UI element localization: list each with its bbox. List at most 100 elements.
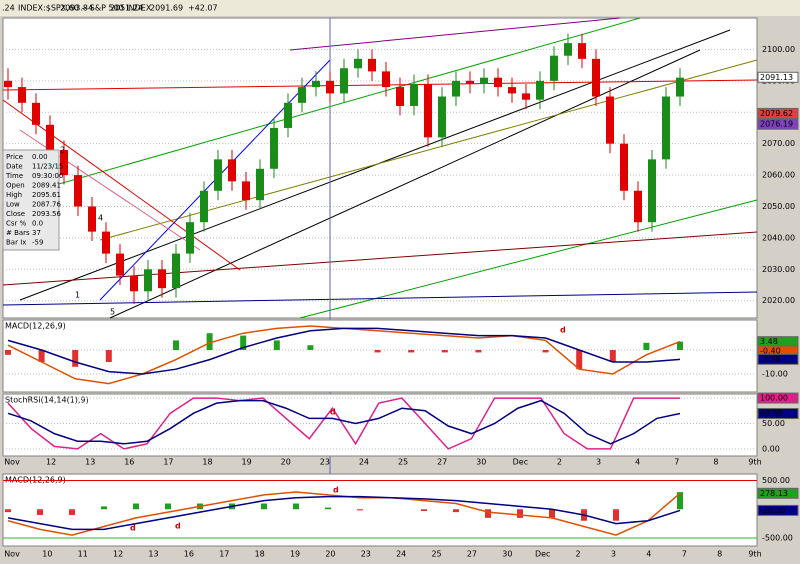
histogram-bar [307, 345, 314, 350]
candle [18, 87, 26, 103]
candle [354, 58, 362, 69]
info-text: Csr % [6, 220, 27, 228]
info-text: -59 [32, 239, 43, 247]
x-tick-label: 16 [124, 458, 134, 467]
x-tick-label: 12 [113, 550, 123, 559]
x-tick-label: Nov [4, 458, 20, 467]
x-tick-label: 20 [281, 458, 291, 467]
value-marker-label: -20.20 [760, 506, 786, 515]
histogram-bar [5, 350, 11, 355]
header-value: 2093.84 [60, 4, 93, 13]
annotation: 1 [75, 291, 80, 300]
info-text: # Bars [6, 229, 30, 237]
value-marker-label: 2076.19 [760, 120, 793, 129]
candle [424, 83, 432, 138]
series-line [7, 327, 681, 375]
info-text: Open [6, 182, 25, 190]
trendline [109, 49, 701, 319]
histogram-bar [609, 350, 616, 362]
histogram-bar [549, 509, 555, 518]
x-tick-label: 4 [646, 550, 651, 559]
candle [620, 143, 628, 191]
value-marker [757, 392, 799, 404]
candle [242, 181, 250, 201]
candle [256, 168, 264, 201]
info-text: 2089.41 [32, 182, 61, 190]
histogram-bar [576, 350, 583, 370]
histogram-bar [357, 509, 363, 511]
x-tick-label: 17 [219, 550, 229, 559]
candle [46, 124, 54, 150]
candle [536, 80, 544, 100]
value-marker [757, 118, 799, 130]
histogram-bar [677, 341, 683, 350]
x-tick-label: 13 [85, 458, 95, 467]
annotation: d [130, 524, 136, 533]
info-text: Close [6, 210, 25, 218]
y-tick-label: 2040.00 [762, 233, 795, 242]
pane-title: MACD(12,26,9) [5, 322, 66, 331]
candle [74, 175, 82, 207]
x-tick-label: 23 [320, 458, 330, 467]
info-text: 2087.76 [32, 201, 61, 209]
candle [32, 102, 40, 125]
info-text: 11/23/15 [32, 163, 63, 171]
histogram-bar [38, 350, 45, 362]
series-line [7, 495, 681, 531]
histogram-bar [206, 333, 213, 350]
x-tick-label: 3 [611, 550, 616, 559]
trendline [2, 231, 758, 286]
trendline [2, 99, 241, 271]
x-tick-label: 18 [255, 550, 265, 559]
x-tick-label: 11 [78, 550, 88, 559]
candle [494, 77, 502, 88]
value-marker-label: 100.00 [760, 394, 788, 403]
candle [480, 77, 488, 84]
y-tick-label: 2060.00 [762, 171, 795, 180]
candle [634, 190, 642, 223]
value-marker-label: -0.40 [760, 346, 781, 355]
value-marker-label: 69.59 [760, 409, 783, 418]
histogram-bar [517, 509, 523, 518]
candle [158, 269, 166, 289]
histogram-bar [643, 342, 650, 350]
pane-title: StochRSI(14,14(1),9) [5, 396, 89, 405]
info-text: 09:30:00 [32, 172, 63, 180]
x-tick-label: 17 [163, 458, 173, 467]
info-box [2, 149, 60, 251]
candle [298, 87, 306, 103]
histogram-bar [325, 507, 331, 510]
histogram-bar [441, 350, 448, 353]
histogram-bar [165, 503, 171, 510]
x-tick-label: 8 [713, 458, 718, 467]
pane [2, 319, 758, 393]
candle [88, 206, 96, 232]
x-tick-label: 4 [635, 458, 640, 467]
x-tick-label: 12 [46, 458, 56, 467]
value-marker-label: 2091.13 [760, 73, 793, 82]
pane-title: MACD(12,26,9) [5, 476, 66, 485]
candle [578, 43, 586, 59]
histogram-bar [37, 509, 43, 515]
y-tick-label: 2050.00 [762, 202, 795, 211]
info-text: Low [6, 201, 20, 209]
x-tick-label: 24 [359, 458, 369, 467]
annotation: 5 [110, 308, 115, 317]
candle [60, 149, 68, 176]
candle [130, 275, 138, 292]
info-text: Date [6, 163, 23, 171]
trendline [99, 59, 758, 241]
value-marker [757, 353, 799, 365]
info-text: High [6, 191, 22, 199]
x-tick-label: 3 [596, 458, 601, 467]
value-marker [757, 504, 799, 516]
x-tick-label: 25 [431, 550, 441, 559]
x-tick-label: 19 [242, 458, 252, 467]
x-tick-label: 18 [202, 458, 212, 467]
y-tick-label: 500.00 [762, 476, 790, 485]
chart-title: INDEX:$SPX,60 -- S&P 500 INDEX [18, 4, 152, 13]
histogram-bar [273, 340, 280, 350]
y-tick-label: 2070.00 [762, 139, 795, 148]
candle [592, 58, 600, 97]
